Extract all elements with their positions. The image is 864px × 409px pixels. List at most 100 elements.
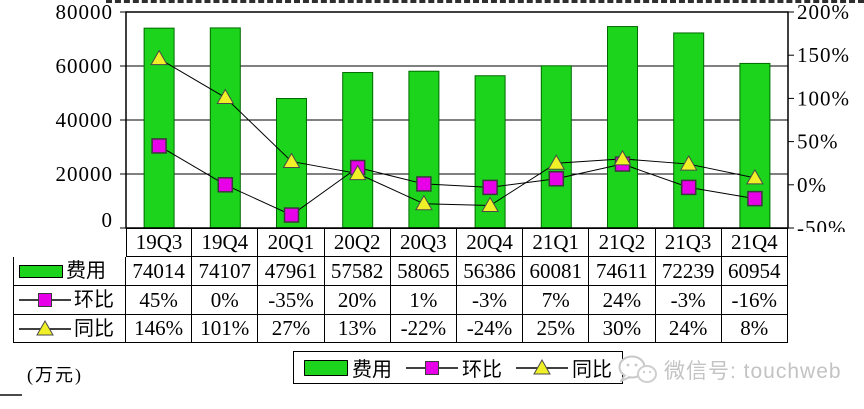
table-cell-同比-20Q1: 27% (258, 315, 325, 343)
table-cell-同比-21Q3: 24% (655, 315, 722, 343)
top-dashed-rule (106, 0, 864, 3)
table-header-cell-19Q3: 19Q3 (126, 228, 193, 257)
table-cell-同比-21Q1: 25% (523, 315, 590, 343)
right-axis-label-2: 100% (797, 86, 850, 110)
corner-dash (0, 394, 22, 396)
bar-swatch-icon (19, 264, 63, 278)
table-cell-费用-20Q3: 58065 (390, 257, 457, 286)
table-cell-同比-20Q4: -24% (456, 315, 524, 343)
right-axis-label-3: 50% (797, 130, 839, 154)
table-header-cell-21Q4: 21Q4 (721, 228, 788, 257)
table-cell-同比-19Q4: 101% (192, 315, 259, 343)
tongbi-marker-21Q2 (613, 149, 632, 166)
table-cell-费用-21Q4: 60954 (721, 257, 788, 286)
table-cell-同比-20Q3: -22% (390, 315, 457, 343)
table-cell-费用-20Q4: 56386 (456, 257, 524, 286)
bar-19Q4 (209, 27, 241, 229)
table-cell-环比-21Q3: -3% (655, 286, 722, 315)
table-cell-费用-21Q1: 60081 (523, 257, 590, 286)
table-cell-环比-21Q4: -16% (721, 286, 788, 315)
bar-21Q2 (607, 26, 638, 229)
left-axis-label-2: 40000 (56, 108, 114, 132)
huanbi-marker-20Q1 (283, 207, 300, 223)
triangle-marker-icon (516, 358, 568, 374)
tongbi-marker-20Q2 (348, 164, 367, 181)
huanbi-marker-19Q4 (217, 177, 234, 193)
square-marker-icon (19, 293, 71, 307)
table-cell-环比-19Q4: 0% (192, 286, 259, 315)
table-cell-费用-20Q1: 47961 (258, 257, 325, 286)
table-header-cell-20Q4: 20Q4 (456, 228, 524, 257)
huanbi-marker-19Q3 (151, 138, 167, 154)
table-cell-环比-21Q2: 24% (589, 286, 656, 315)
huanbi-marker-20Q3 (416, 176, 432, 192)
tongbi-marker-20Q1 (282, 152, 301, 168)
left-axis-label-4: 0 (102, 208, 114, 232)
tongbi-marker-19Q4 (216, 88, 235, 105)
bar-21Q1 (540, 65, 572, 229)
table-cell-环比-20Q3: 1% (390, 286, 457, 315)
table-cell-费用-21Q3: 72239 (655, 257, 722, 286)
axis-unit-label: (万元) (27, 365, 83, 385)
table-header-cell-20Q3: 20Q3 (390, 228, 457, 257)
watermark: 微信号: touchweb (618, 355, 842, 385)
table-cell-环比-20Q1: -35% (258, 286, 325, 315)
table-cell-环比-20Q4: -3% (456, 286, 524, 315)
table-cell-同比-19Q3: 146% (126, 315, 193, 343)
table-header-cell-21Q2: 21Q2 (589, 228, 656, 257)
wechat-icon (618, 355, 657, 383)
row-label-text: 环比 (74, 289, 114, 311)
legend-entry-bar: 费用 (304, 353, 392, 382)
left-axis-label-0: 80000 (56, 0, 114, 24)
huanbi-marker-21Q3 (680, 179, 697, 196)
right-axis-label-0: 200% (797, 0, 850, 24)
expense-combo-chart: 80000 60000 40000 20000 0 200% 150% 100% 50% 0% -5… (56, 0, 850, 232)
table-header-cell-19Q4: 19Q4 (192, 228, 259, 257)
series-line-triangle (158, 58, 756, 207)
chart-legend: 费用 环比 同比 (293, 351, 623, 384)
right-axis-label-5: -50% (797, 216, 847, 232)
chart-data-table: 19Q3 19Q4 20Q1 20Q2 20Q3 20Q4 21Q1 21Q2 21Q3 21Q4… (13, 228, 788, 343)
table-header-cell-20Q2: 20Q2 (324, 228, 391, 257)
table-cell-费用-19Q4: 74107 (192, 257, 259, 286)
table-header-cell-20Q1: 20Q1 (258, 228, 325, 257)
row-label-text: 费用 (66, 260, 106, 282)
table-cell-环比-20Q2: 20% (324, 286, 391, 315)
watermark-text: 微信号: touchweb (664, 360, 842, 383)
right-axis-label-1: 150% (797, 43, 850, 67)
table-cell-环比-21Q1: 7% (523, 286, 590, 315)
huanbi-marker-21Q4 (747, 190, 763, 207)
grid-corner-spacer (13, 228, 126, 257)
table-cell-同比-21Q2: 30% (589, 315, 656, 343)
square-marker-icon (406, 360, 458, 375)
triangle-marker-icon (19, 319, 71, 335)
legend-label: 环比 (462, 359, 502, 381)
table-cell-环比-19Q3: 45% (126, 286, 193, 315)
table-header-cell-21Q1: 21Q1 (523, 228, 590, 257)
legend-label: 费用 (352, 359, 392, 381)
bar-21Q3 (673, 32, 705, 229)
legend-label: 同比 (572, 359, 612, 381)
left-axis-label-1: 60000 (56, 54, 114, 78)
table-row-label-triangle: 同比 (13, 315, 126, 343)
table-header-cell-21Q3: 21Q3 (655, 228, 722, 257)
bar-swatch-icon (304, 359, 348, 376)
right-axis-label-4: 0% (797, 173, 827, 197)
row-label-text: 同比 (74, 317, 114, 340)
bar-20Q2 (342, 72, 374, 229)
table-row-label-square: 环比 (13, 286, 126, 315)
table-cell-费用-21Q2: 74611 (589, 257, 656, 286)
legend-entry-square: 环比 (406, 353, 502, 382)
table-row-label-bar: 费用 (13, 257, 126, 286)
table-cell-同比-21Q4: 8% (721, 315, 788, 343)
series-line-square (158, 145, 755, 216)
legend-entry-triangle: 同比 (516, 353, 612, 382)
tongbi-marker-21Q4 (746, 168, 764, 185)
table-cell-费用-20Q2: 57582 (324, 257, 391, 286)
table-cell-同比-20Q2: 13% (324, 315, 391, 343)
tongbi-marker-20Q3 (415, 194, 433, 211)
tongbi-marker-21Q1 (547, 154, 566, 170)
tongbi-marker-20Q4 (481, 196, 499, 213)
tongbi-marker-19Q3 (150, 49, 168, 66)
